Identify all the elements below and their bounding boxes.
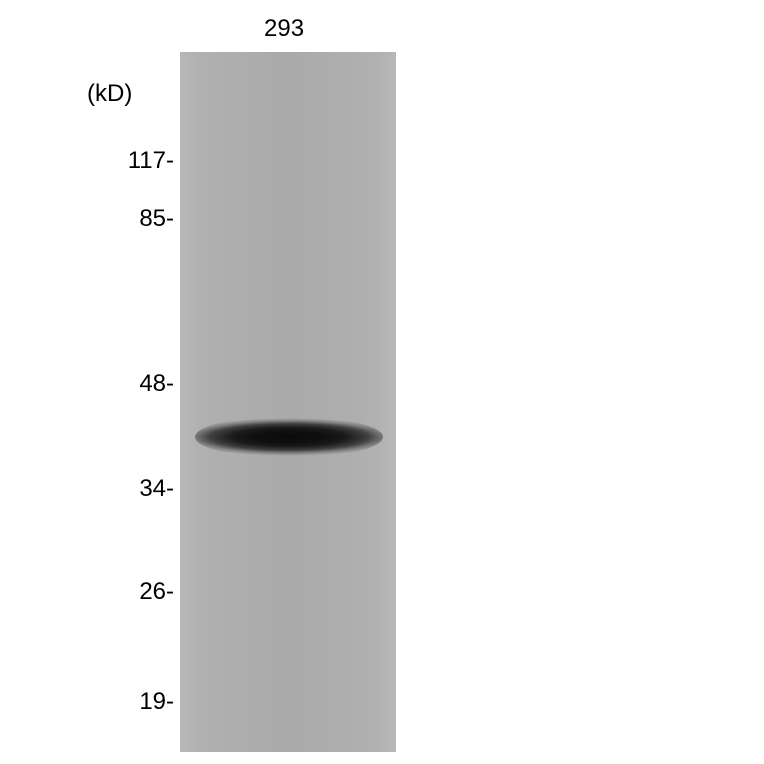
blot-lane: [180, 52, 396, 752]
marker-19: 19-: [94, 688, 174, 716]
unit-label: (kD): [87, 80, 132, 108]
marker-26: 26-: [94, 578, 174, 606]
lane-label: 293: [264, 15, 304, 43]
protein-band: [195, 416, 383, 458]
marker-85: 85-: [94, 205, 174, 233]
western-blot-container: 293 (kD) 117- 85- 48- 34- 26- 19-: [0, 0, 764, 764]
marker-48: 48-: [94, 370, 174, 398]
marker-34: 34-: [94, 475, 174, 503]
marker-117: 117-: [94, 147, 174, 175]
